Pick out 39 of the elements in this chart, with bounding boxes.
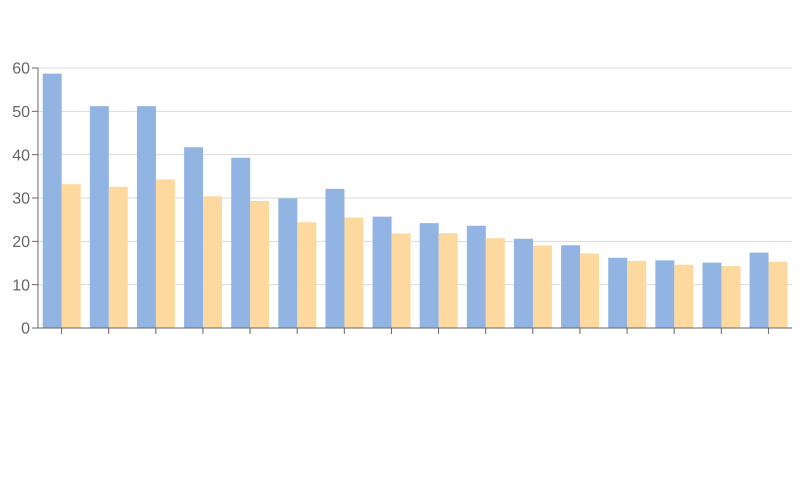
bar [250,201,270,328]
bar [297,222,316,328]
bar [627,260,646,328]
bar [325,188,344,328]
y-tick-label: 10 [12,277,30,294]
bar [372,216,392,328]
bar [420,223,439,328]
bar [392,234,411,328]
bar [750,252,769,328]
bar [184,147,204,328]
bar [532,246,552,328]
bar [466,226,486,328]
bar [42,74,62,328]
bar [62,184,81,328]
bar [702,262,722,328]
bar [231,158,250,328]
y-tick-label: 30 [12,190,30,208]
bar [655,260,674,328]
y-tick-label: 40 [12,147,30,164]
bar [203,196,222,328]
bar [580,253,600,328]
bar [561,245,580,328]
bar [721,266,740,328]
bar [136,106,156,328]
bar [674,264,694,328]
y-tick-label: 20 [12,234,30,252]
bar [514,238,533,328]
bar [156,179,175,328]
bar [90,106,109,328]
y-tick-label: 0 [21,320,30,338]
bar [438,233,458,328]
bar [768,262,788,328]
y-tick-label: 60 [12,60,30,78]
y-tick-label: 50 [12,104,30,122]
bar [278,198,298,328]
bar [108,186,128,328]
bar [486,238,505,328]
bar [608,258,628,328]
bar [344,218,364,328]
